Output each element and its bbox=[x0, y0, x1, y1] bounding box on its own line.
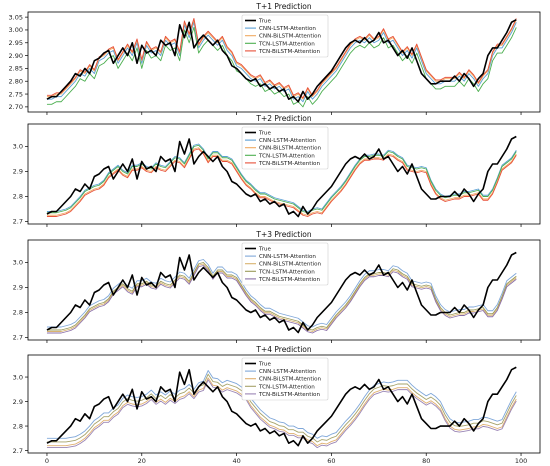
y-tick-label: 3.0 bbox=[13, 259, 23, 267]
legend-label: CNN-BiLSTM-Attention bbox=[259, 377, 322, 383]
y-tick-label: 2.9 bbox=[13, 398, 23, 406]
series-line-cnn-bilstm-attention bbox=[46, 377, 517, 447]
legend-label: TCN-LSTM-Attention bbox=[258, 41, 315, 47]
y-tick-label: 2.8 bbox=[13, 422, 23, 430]
plot-frame bbox=[27, 11, 541, 113]
legend-label: True bbox=[258, 362, 271, 368]
plot-frame bbox=[27, 354, 541, 454]
y-tick-label: 2.7 bbox=[13, 218, 23, 226]
plot-frame bbox=[27, 239, 541, 341]
panel-1: T+1 Prediction 2.70 2.75 2.80 2.85 2.90 2.95 3.… bbox=[9, 2, 541, 115]
x-tick-label: 40 bbox=[232, 457, 240, 465]
legend-box bbox=[241, 357, 329, 401]
series-group bbox=[46, 366, 517, 449]
series-line-true bbox=[46, 135, 517, 218]
legend-box bbox=[241, 242, 329, 286]
y-tick-label: 2.7 bbox=[13, 447, 23, 455]
x-tick-label: 80 bbox=[422, 457, 430, 465]
series-group bbox=[46, 135, 517, 218]
legend-label: TCN-BiLSTM-Attention bbox=[258, 49, 320, 55]
y-tick-label: 2.80 bbox=[9, 77, 23, 85]
series-line-cnn-lstm-attention bbox=[46, 143, 517, 212]
legend-label: True bbox=[258, 247, 271, 253]
series-line-cnn-bilstm-attention bbox=[46, 147, 517, 216]
y-tick-label: 3.0 bbox=[13, 373, 23, 381]
y-tick-label: 2.90 bbox=[9, 52, 23, 60]
y-tick-label: 2.70 bbox=[9, 103, 23, 111]
legend-label: CNN-BiLSTM-Attention bbox=[259, 146, 322, 152]
legend-label: True bbox=[258, 19, 271, 25]
series-line-cnn-bilstm-attention bbox=[46, 19, 517, 100]
y-tick-label: 3.00 bbox=[9, 26, 23, 34]
series-line-tcn-bilstm-attention bbox=[46, 379, 517, 449]
panel-title: T+1 Prediction bbox=[255, 2, 312, 11]
legend-label: TCN-LSTM-Attention bbox=[258, 153, 315, 159]
panel-title: T+2 Prediction bbox=[255, 114, 312, 123]
panel-3: T+3 Prediction 2.7 2.8 2.9 3.0 TrueCNN-LSTM-A… bbox=[13, 230, 541, 343]
y-tick-label: 2.9 bbox=[13, 284, 23, 292]
legend-label: TCN-BiLSTM-Attention bbox=[258, 277, 320, 283]
series-line-true bbox=[46, 18, 517, 103]
x-tick-label: 20 bbox=[138, 457, 146, 465]
legend-box bbox=[241, 126, 329, 170]
x-tick-label: 0 bbox=[45, 457, 49, 465]
plot-frame bbox=[27, 123, 541, 225]
legend-label: CNN-LSTM-Attention bbox=[259, 369, 316, 375]
panel-title: T+3 Prediction bbox=[255, 230, 312, 239]
legend-label: CNN-LSTM-Attention bbox=[259, 138, 316, 144]
y-tick-label: 2.7 bbox=[13, 334, 23, 342]
legend-label: CNN-LSTM-Attention bbox=[259, 26, 316, 32]
y-tick-label: 2.8 bbox=[13, 309, 23, 317]
legend-label: TCN-LSTM-Attention bbox=[258, 384, 315, 390]
series-line-tcn-lstm-attention bbox=[46, 26, 517, 108]
legend-label: CNN-LSTM-Attention bbox=[259, 254, 316, 260]
series-line-tcn-lstm-attention bbox=[46, 373, 517, 443]
series-line-tcn-lstm-attention bbox=[46, 262, 517, 331]
y-tick-label: 2.75 bbox=[9, 90, 23, 98]
y-tick-label: 2.9 bbox=[13, 168, 23, 176]
series-line-cnn-bilstm-attention bbox=[46, 263, 517, 332]
x-tick-label: 100 bbox=[515, 457, 527, 465]
y-tick-label: 3.05 bbox=[9, 13, 23, 21]
x-tick-label: 60 bbox=[327, 457, 335, 465]
series-line-true bbox=[46, 366, 517, 447]
series-line-tcn-lstm-attention bbox=[46, 144, 517, 214]
legend-label: TCN-LSTM-Attention bbox=[258, 269, 315, 275]
panel-4: T+4 Prediction 2.7 2.8 2.9 3.0 0 20 40 60 80 100 Tr… bbox=[13, 345, 541, 465]
y-tick-label: 2.85 bbox=[9, 65, 23, 73]
series-line-tcn-bilstm-attention bbox=[46, 265, 517, 334]
legend-label: TCN-BiLSTM-Attention bbox=[258, 161, 320, 167]
panel-title: T+4 Prediction bbox=[255, 345, 312, 354]
series-line-true bbox=[46, 251, 517, 334]
legend-label: CNN-BiLSTM-Attention bbox=[259, 262, 322, 268]
legend-box bbox=[241, 14, 329, 58]
series-group bbox=[46, 251, 517, 334]
y-tick-label: 3.0 bbox=[13, 143, 23, 151]
y-tick-label: 2.8 bbox=[13, 193, 23, 201]
series-line-tcn-bilstm-attention bbox=[46, 17, 517, 99]
panel-2: T+2 Prediction 2.7 2.8 2.9 3.0 TrueCNN-LSTM-A… bbox=[13, 114, 541, 227]
y-tick-label: 2.95 bbox=[9, 39, 23, 47]
legend-label: TCN-BiLSTM-Attention bbox=[258, 392, 320, 398]
legend-label: CNN-BiLSTM-Attention bbox=[259, 34, 322, 40]
series-group bbox=[46, 17, 517, 108]
legend-label: True bbox=[258, 131, 271, 137]
